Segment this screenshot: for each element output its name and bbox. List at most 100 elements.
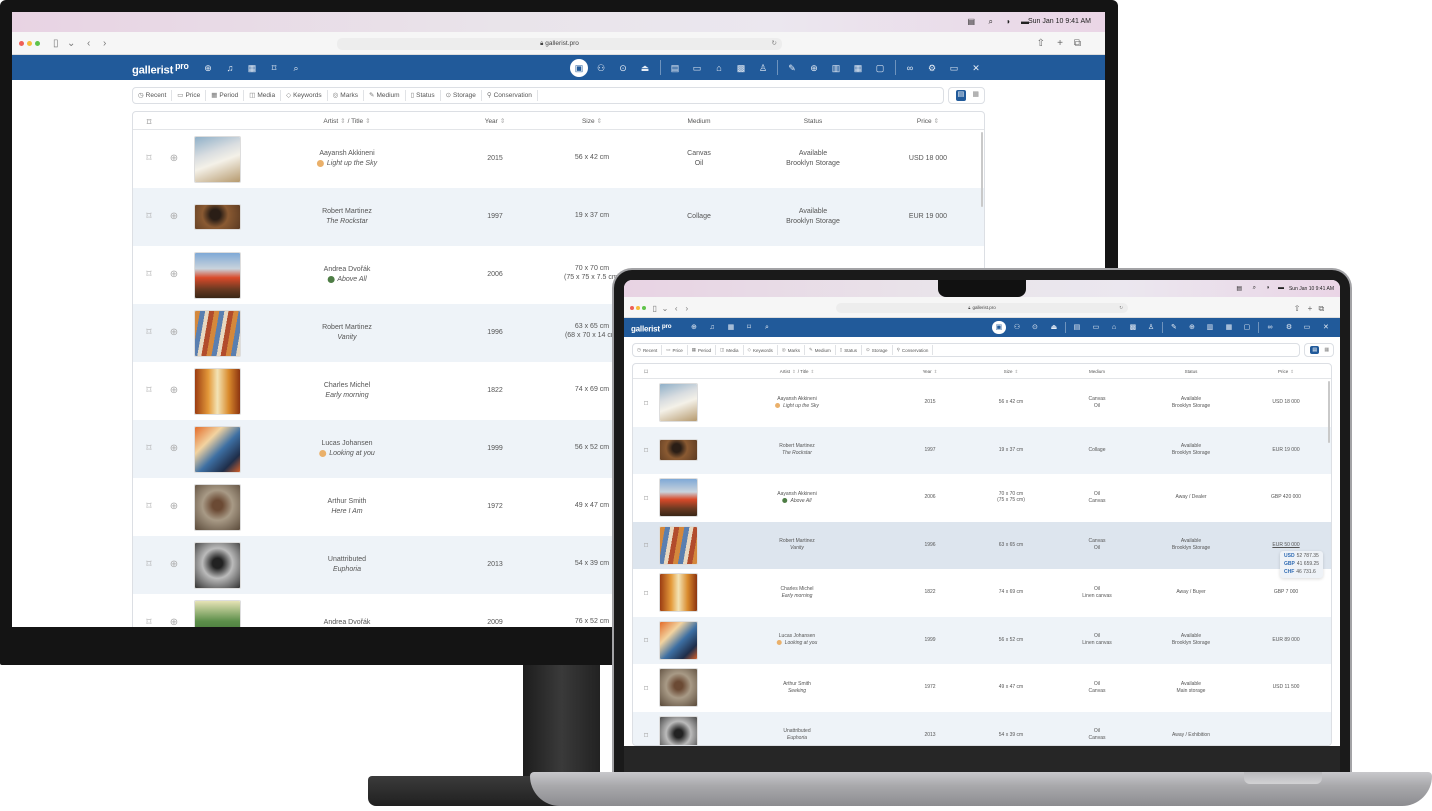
bookmark-icon[interactable]: ⌑	[643, 731, 649, 741]
bookmark-all-icon[interactable]: ⌑	[644, 368, 648, 376]
artwork-title[interactable]: Seeking	[783, 688, 811, 695]
bookmark-icon[interactable]: ⌑	[146, 559, 152, 570]
artist-name[interactable]: Andrea Dvořák	[323, 265, 371, 273]
add-icon[interactable]: ⊕	[204, 62, 212, 73]
filter-medium[interactable]: ✎ Medium	[805, 345, 836, 355]
artwork-thumbnail[interactable]	[660, 526, 697, 564]
library-icon[interactable]: ▥	[1206, 323, 1214, 331]
artwork-thumbnail[interactable]	[660, 574, 697, 612]
bookmark-icon[interactable]: ⌑	[643, 541, 649, 551]
table-row[interactable]: ⌑ Lucas Johansen Looking at you 1999 56 x 52…	[633, 616, 1331, 664]
artist-name[interactable]: Charles Michel	[323, 381, 371, 389]
globe-icon[interactable]: ⊕	[169, 385, 179, 396]
column-header-medium[interactable]: Medium	[1089, 369, 1105, 376]
calculator-icon[interactable]: ▦	[853, 62, 863, 73]
table-row[interactable]: ⌑ Aayansh Akkineni Light up the Sky 2015 56 …	[633, 379, 1331, 427]
list-view-button[interactable]: ▤	[955, 90, 967, 101]
wifi-icon[interactable]: ◗	[1006, 17, 1011, 27]
list-view-button[interactable]: ▤	[1310, 345, 1320, 355]
artist-name[interactable]: Unattributed	[783, 728, 811, 734]
artwork-thumbnail[interactable]	[660, 669, 697, 707]
bookmark-icon[interactable]: ⌑	[643, 446, 649, 456]
artwork-title[interactable]: Early morning	[324, 391, 370, 401]
artwork-title[interactable]: Euphoria	[328, 565, 366, 575]
artwork-title[interactable]: Vanity	[322, 333, 372, 343]
artwork-title[interactable]: Here I Am	[328, 507, 367, 517]
filter-storage[interactable]: ⊙ Storage	[441, 89, 482, 102]
globe-icon[interactable]: ⊕	[1189, 323, 1195, 331]
footprints-icon[interactable]: ∞	[1267, 323, 1273, 331]
tools-icon[interactable]: ✕	[972, 62, 980, 73]
price-cell[interactable]: EUR 50 000	[1272, 541, 1300, 548]
folder-icon[interactable]: ▭	[1092, 323, 1100, 331]
filter-marks[interactable]: ◎ Marks	[778, 345, 805, 355]
globe-icon[interactable]: ⊕	[169, 153, 179, 164]
bookmark-icon[interactable]: ⌑	[643, 636, 649, 646]
artwork-thumbnail[interactable]	[660, 716, 697, 745]
artist-name[interactable]: Robert Martinez	[779, 538, 815, 544]
grid-view-button[interactable]: ▦	[972, 91, 980, 99]
artwork-title[interactable]: Looking at you	[319, 449, 375, 459]
filter-keywords[interactable]: ◇ Keywords	[281, 89, 328, 102]
price-cell[interactable]: USD 18 000	[908, 154, 948, 162]
table-row[interactable]: ⌑ ⊕ Arthur Smith Here I Am 1972 49 x 47 cm	[133, 478, 984, 536]
filter-status[interactable]: ▯ Status	[836, 345, 863, 355]
bookmark-icon[interactable]: ⌑	[146, 385, 152, 396]
media-icon[interactable]: ▩	[1129, 323, 1137, 331]
minimize-window-button[interactable]	[636, 305, 640, 310]
artwork-thumbnail[interactable]	[660, 384, 697, 422]
location-icon[interactable]: ⊙	[619, 62, 627, 73]
minimize-window-button[interactable]	[27, 40, 33, 47]
artwork-title[interactable]: Light up the Sky	[775, 403, 819, 410]
artwork-title[interactable]: The Rockstar	[779, 450, 815, 457]
globe-icon[interactable]: ⊕	[169, 443, 179, 454]
filter-conservation[interactable]: ⚲ Conservation	[482, 89, 538, 102]
bookmark-icon[interactable]: ⌑	[146, 153, 152, 164]
grid-view-button[interactable]: ▦	[1324, 346, 1330, 353]
address-bar[interactable]: 🔒︎ gallerist.pro ↻	[836, 302, 1128, 313]
price-cell[interactable]: GBP 420 000	[1271, 494, 1301, 501]
brush-icon[interactable]: ✎	[788, 62, 796, 73]
column-header-year[interactable]: Year ⇕	[923, 369, 938, 376]
artwork-thumbnail[interactable]	[660, 479, 697, 517]
column-header-artist-title[interactable]: Artist ⇕ / Title ⇕	[323, 117, 370, 126]
artist-name[interactable]: Charles Michel	[780, 585, 814, 592]
table-row[interactable]: ⌑ Charles Michel Early morning 1822 74 x 69 …	[633, 569, 1331, 617]
column-header-price[interactable]: Price ⇕	[1278, 369, 1294, 376]
artist-name[interactable]: Arthur Smith	[783, 680, 811, 687]
contacts-icon[interactable]: ⚇	[1013, 323, 1021, 331]
forward-icon[interactable]: ›	[103, 38, 107, 50]
price-cell[interactable]: GBP 7 000	[1273, 589, 1299, 596]
artwork-title[interactable]: Above All	[324, 275, 371, 285]
document-icon[interactable]: ▤	[1073, 323, 1081, 331]
price-cell[interactable]: EUR 19 000	[1272, 446, 1300, 453]
column-header-artist-title[interactable]: Artist ⇕ / Title ⇕	[780, 369, 815, 376]
settings-icon[interactable]: ⚙	[1285, 323, 1293, 331]
artworks-icon[interactable]: ▣	[570, 58, 588, 77]
artwork-thumbnail[interactable]	[195, 542, 240, 588]
bell-icon[interactable]: ♫	[709, 323, 715, 331]
artwork-thumbnail[interactable]	[660, 440, 697, 461]
address-bar[interactable]: 🔒︎ gallerist.pro ↻	[337, 37, 782, 50]
battery-icon[interactable]: ▬	[1021, 17, 1029, 27]
column-header-size[interactable]: Size ⇕	[1004, 369, 1019, 376]
bookmark-icon[interactable]: ⌑	[643, 398, 649, 408]
artwork-thumbnail[interactable]	[195, 368, 240, 414]
table-row[interactable]: ⌑ ⊕ Andrea Dvořák 2009 76 x 52 cm	[133, 594, 984, 627]
column-header-medium[interactable]: Medium	[687, 117, 710, 126]
globe-icon[interactable]: ⊕	[169, 211, 179, 222]
table-row[interactable]: ⌑ Arthur Smith Seeking 1972 49 x 47 cm Oil Can…	[633, 664, 1331, 712]
filter-media[interactable]: ◫ Media	[716, 345, 744, 355]
artist-name[interactable]: Lucas Johansen	[778, 633, 816, 639]
artwork-title[interactable]: Early morning	[780, 593, 813, 600]
inbox-icon[interactable]: ⏏	[640, 62, 650, 73]
tabs-overview-icon[interactable]: ⧉	[1318, 303, 1325, 313]
column-header-status[interactable]: Status	[804, 117, 822, 126]
filter-conservation[interactable]: ⚲ Conservation	[893, 345, 934, 355]
control-center-icon[interactable]: ▤	[1236, 286, 1242, 293]
column-header-price[interactable]: Price ⇕	[917, 117, 939, 126]
search-icon[interactable]: ⌕	[293, 62, 299, 73]
close-window-button[interactable]	[630, 305, 634, 310]
price-cell[interactable]: EUR 89 000	[1272, 636, 1300, 643]
table-row[interactable]: ⌑ Unattributed Euphoria 2013 54 x 39 cm Oil Ca…	[633, 711, 1331, 745]
